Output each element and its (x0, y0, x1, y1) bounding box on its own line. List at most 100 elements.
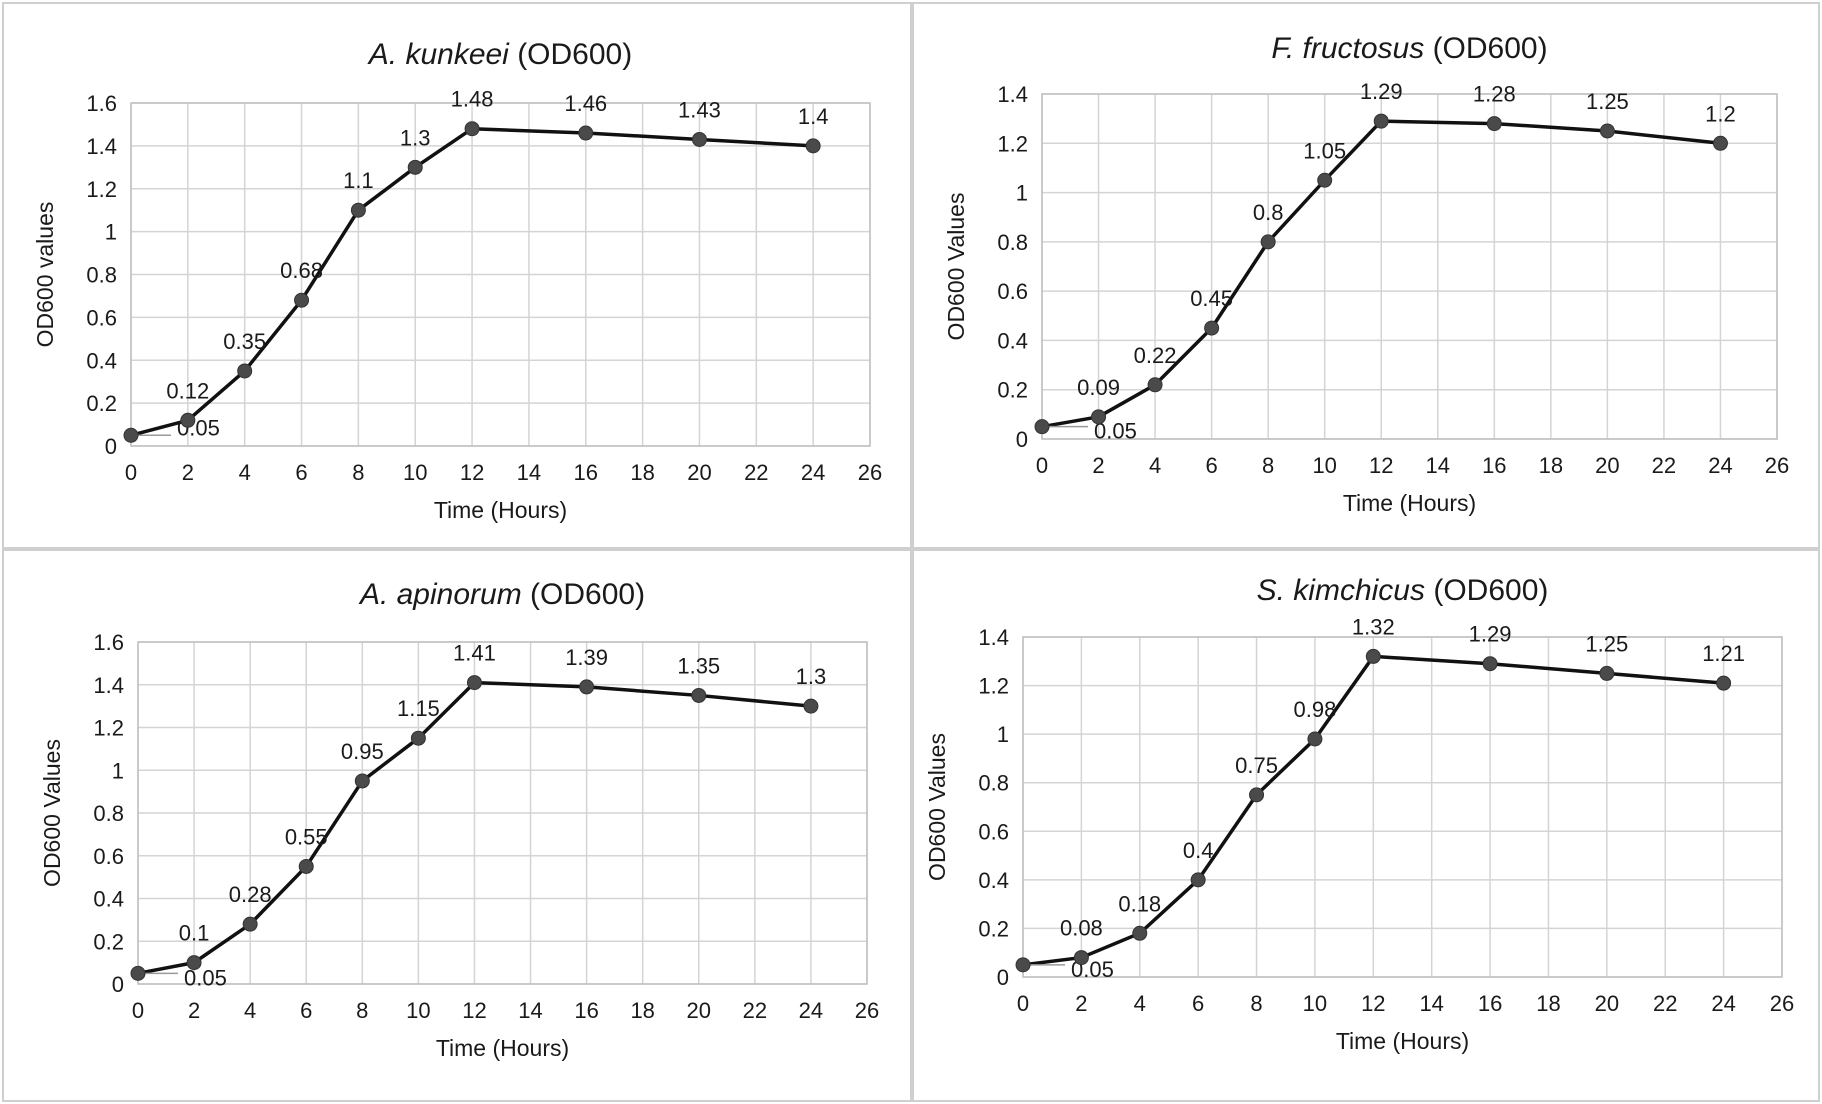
data-point (407, 159, 423, 175)
data-label: 1.3 (796, 664, 827, 689)
x-tick-label: 14 (1426, 453, 1450, 478)
x-tick-label: 2 (182, 460, 194, 485)
x-tick-label: 4 (1149, 453, 1161, 478)
x-tick-label: 2 (1092, 453, 1104, 478)
data-label: 1.41 (453, 641, 496, 666)
x-tick-label: 4 (244, 998, 256, 1023)
data-label: 0.35 (223, 329, 266, 354)
y-tick-label: 0.8 (978, 771, 1009, 796)
y-tick-label: 1 (997, 722, 1009, 747)
y-tick-label: 0.6 (86, 305, 117, 330)
data-point (466, 675, 482, 691)
line-chart: F. fructosus (OD600)0 2 4 6 8 10 12 14 16 18 20 22 2… (943, 32, 1789, 516)
x-tick-label: 6 (1205, 453, 1217, 478)
chart-title-species: F. fructosus (1271, 32, 1424, 65)
data-label: 0.09 (1077, 375, 1120, 400)
y-axis-label: OD600 values (32, 202, 58, 348)
chart-title-measure: (OD600) (1424, 32, 1547, 65)
chart-title-measure: (OD600) (509, 38, 632, 71)
data-label: 1.2 (1705, 101, 1736, 126)
x-tick-label: 26 (858, 460, 882, 485)
y-tick-label: 1.6 (93, 630, 124, 655)
data-label: 0.22 (1134, 343, 1177, 368)
data-label: 1.29 (1469, 622, 1512, 647)
x-tick-label: 26 (855, 998, 879, 1023)
x-tick-label: 20 (687, 460, 711, 485)
data-point (1307, 731, 1323, 747)
data-label: 1.29 (1360, 79, 1403, 104)
plot-area (137, 641, 868, 985)
x-tick-label: 16 (574, 998, 598, 1023)
data-label: 1.05 (1303, 138, 1346, 163)
x-tick-label: 22 (1653, 991, 1677, 1016)
data-label: 0.55 (285, 824, 328, 849)
x-axis-label: Time (Hours) (1343, 490, 1476, 516)
data-point (805, 138, 821, 154)
chart-panel: A. apinorum (OD600) 0 2 4 6 8 10 12 14 16 18 20 22 24… (2, 549, 912, 1102)
x-tick-label: 6 (1192, 991, 1204, 1016)
data-point (354, 773, 370, 789)
y-tick-label: 0.6 (93, 844, 124, 869)
data-label: 1.15 (397, 696, 440, 721)
data-point (1190, 872, 1206, 888)
data-point (1712, 135, 1728, 151)
chart-panel: S. kimchicus (OD600) 0 2 4 6 8 10 12 14 16 18 20 22 2… (912, 549, 1820, 1102)
y-tick-label: 1.2 (978, 674, 1009, 699)
data-point (691, 687, 707, 703)
data-label: 1.4 (798, 104, 829, 129)
x-tick-label: 20 (1595, 453, 1619, 478)
x-tick-label: 24 (799, 998, 823, 1023)
x-tick-label: 12 (1369, 453, 1393, 478)
data-label: 0.12 (166, 378, 209, 403)
x-tick-label: 26 (1765, 453, 1789, 478)
data-label: 0.8 (1253, 200, 1284, 225)
x-tick-label: 12 (1361, 991, 1385, 1016)
y-tick-label: 0 (997, 965, 1009, 990)
data-label: 1.35 (677, 653, 720, 678)
x-tick-label: 22 (744, 460, 768, 485)
data-label: 1.1 (343, 168, 374, 193)
data-point (242, 916, 258, 932)
chart-title: F. fructosus (OD600) (1271, 32, 1547, 65)
data-point (1365, 648, 1381, 664)
data-label: 1.28 (1473, 82, 1516, 107)
data-point (578, 125, 594, 141)
data-point (1034, 419, 1050, 435)
series-line (137, 680, 812, 976)
x-tick-label: 10 (406, 998, 430, 1023)
x-tick-label: 2 (1075, 991, 1087, 1016)
data-label: 1.25 (1586, 89, 1629, 114)
data-label: 1.32 (1352, 614, 1395, 639)
data-label: 1.3 (400, 125, 431, 150)
x-tick-label: 6 (300, 998, 312, 1023)
y-tick-label: 1.4 (93, 673, 124, 698)
y-tick-label: 1 (1016, 181, 1028, 206)
chart-title-measure: (OD600) (1425, 574, 1548, 607)
series-line (1041, 119, 1721, 429)
x-tick-label: 8 (352, 460, 364, 485)
y-tick-label: 0.2 (997, 378, 1028, 403)
x-tick-label: 18 (630, 998, 654, 1023)
plot-area (1041, 93, 1778, 440)
data-label: 1.43 (678, 97, 721, 122)
y-tick-label: 1 (105, 220, 117, 245)
series-line (1022, 654, 1724, 967)
x-tick-label: 18 (1539, 453, 1563, 478)
y-axis-label: OD600 Values (924, 733, 950, 881)
y-axis-label: OD600 Values (943, 193, 969, 341)
data-label: 0.18 (1118, 891, 1161, 916)
x-tick-label: 24 (1708, 453, 1732, 478)
y-tick-label: 1.6 (86, 91, 117, 116)
data-point (130, 965, 146, 981)
y-tick-label: 0 (1016, 427, 1028, 452)
line-chart: S. kimchicus (OD600)0 2 4 6 8 10 12 14 16 18 20 22 2… (924, 574, 1794, 1054)
x-tick-label: 8 (1262, 453, 1274, 478)
x-tick-label: 8 (356, 998, 368, 1023)
x-tick-label: 16 (574, 460, 598, 485)
x-tick-label: 16 (1478, 991, 1502, 1016)
x-tick-label: 0 (1036, 453, 1048, 478)
y-tick-label: 0.4 (997, 328, 1028, 353)
x-tick-label: 20 (687, 998, 711, 1023)
chart-title: S. kimchicus (OD600) (1257, 574, 1549, 607)
plot-area (130, 102, 871, 447)
